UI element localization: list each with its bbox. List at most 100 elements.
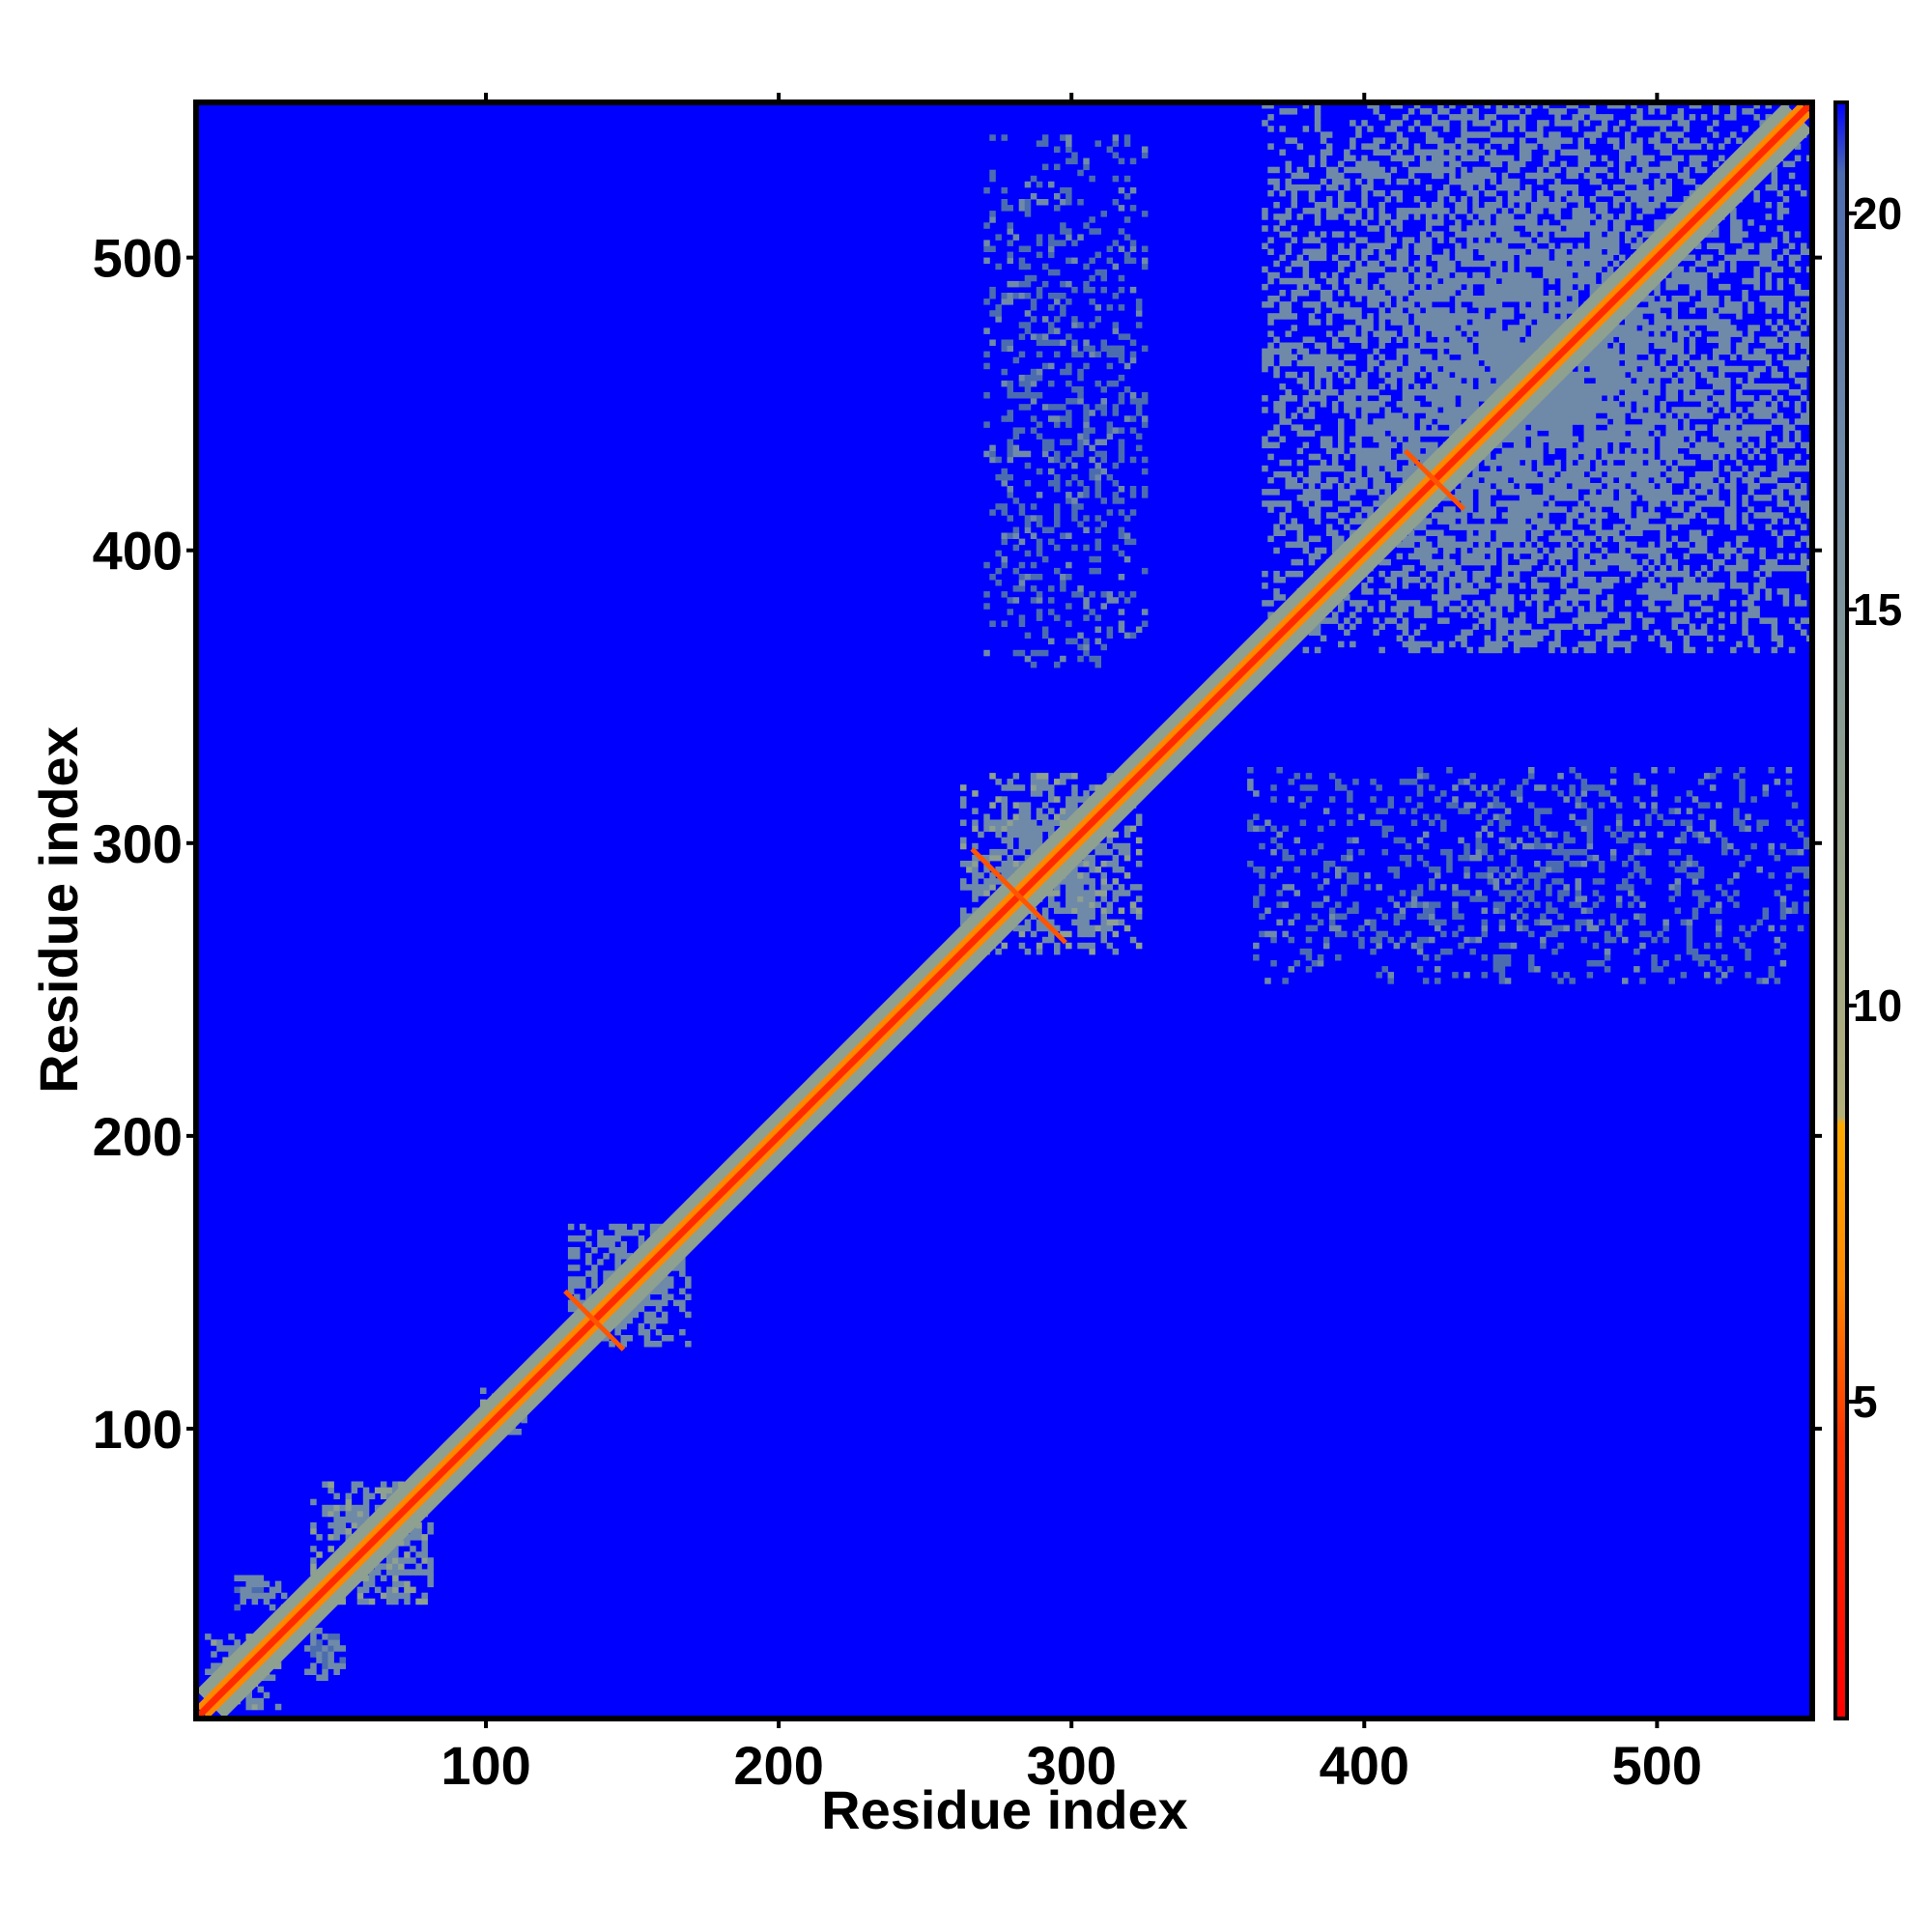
contact-cell — [410, 1557, 416, 1564]
contact-cell — [1405, 854, 1412, 862]
contact-cell — [1686, 936, 1693, 944]
contact-cell — [1413, 553, 1421, 560]
contact-cell — [1338, 483, 1345, 490]
contact-cell — [1425, 296, 1433, 302]
contact-cell — [1396, 371, 1404, 379]
contact-cell — [1106, 427, 1114, 434]
contact-cell — [1449, 330, 1456, 337]
contact-cell — [1094, 901, 1101, 908]
contact-cell — [1507, 547, 1515, 554]
contact-cell — [574, 1235, 581, 1242]
contact-cell — [1721, 890, 1728, 896]
contact-cell — [1018, 574, 1026, 581]
contact-cell — [620, 1341, 627, 1348]
contact-cell — [1525, 131, 1532, 138]
contact-cell — [1501, 137, 1509, 144]
contact-cell — [1299, 802, 1307, 809]
contact-cell — [1680, 819, 1688, 826]
contact-cell — [1410, 901, 1418, 908]
contact-cell — [1586, 854, 1594, 862]
contact-cell — [1425, 640, 1433, 648]
contact-cell — [1437, 600, 1444, 607]
contact-cell — [1344, 476, 1350, 484]
contact-cell — [1458, 913, 1464, 920]
contact-cell — [1484, 348, 1492, 355]
contact-cell — [1413, 401, 1421, 408]
contact-cell — [1463, 867, 1470, 873]
contact-cell — [1094, 351, 1101, 358]
contact-cell — [1495, 524, 1503, 530]
contact-cell — [1106, 591, 1114, 598]
contact-cell — [1598, 784, 1605, 791]
contact-cell — [1466, 102, 1473, 109]
contact-cell — [1308, 155, 1316, 162]
contact-cell — [1331, 208, 1339, 214]
contact-cell — [1419, 313, 1427, 320]
contact-cell — [1495, 102, 1503, 109]
contact-cell — [1478, 301, 1485, 308]
contact-cell — [960, 907, 967, 914]
contact-cell — [1041, 439, 1049, 445]
contact-cell — [1077, 234, 1084, 241]
contact-cell — [1446, 767, 1453, 774]
contact-cell — [1469, 802, 1476, 809]
contact-cell — [1302, 401, 1310, 408]
contact-cell — [972, 825, 979, 833]
contact-cell — [1615, 813, 1623, 820]
contact-cell — [1123, 415, 1131, 422]
contact-cell — [983, 362, 990, 370]
contact-cell — [1745, 854, 1751, 862]
contact-cell — [1007, 867, 1013, 873]
contact-cell — [356, 1521, 364, 1529]
contact-cell — [1007, 532, 1013, 539]
contact-cell — [614, 1328, 621, 1336]
contact-cell — [1513, 453, 1520, 461]
contact-cell — [322, 1481, 328, 1488]
contact-cell — [1007, 280, 1013, 288]
contact-cell — [1510, 854, 1518, 862]
contact-cell — [1390, 359, 1398, 367]
contact-cell — [1296, 558, 1304, 566]
contact-cell — [1405, 796, 1412, 803]
contact-cell — [1094, 515, 1101, 522]
contact-cell — [1516, 884, 1523, 891]
contact-cell — [1507, 524, 1515, 530]
contact-cell — [1302, 290, 1310, 297]
contact-cell — [211, 1668, 217, 1675]
contact-cell — [1531, 342, 1538, 349]
contact-cell — [1054, 316, 1061, 323]
contact-cell — [1262, 582, 1268, 589]
contact-cell — [1432, 430, 1438, 437]
contact-cell — [1531, 629, 1538, 636]
contact-cell — [1490, 465, 1497, 472]
contact-cell — [1490, 553, 1497, 560]
contact-cell — [1495, 611, 1503, 618]
contact-cell — [972, 895, 979, 902]
contact-cell — [1018, 842, 1026, 850]
contact-cell — [1484, 102, 1492, 109]
contact-cell — [1094, 269, 1101, 276]
contact-cell — [1384, 254, 1391, 262]
contact-cell — [1563, 831, 1570, 838]
contact-cell — [1393, 919, 1401, 926]
contact-cell — [1338, 424, 1345, 431]
contact-cell — [1001, 473, 1008, 481]
contact-cell — [1475, 848, 1482, 856]
contact-cell — [1367, 453, 1374, 461]
contact-cell — [1367, 424, 1374, 431]
contact-cell — [1083, 924, 1090, 932]
contact-cell — [1531, 348, 1538, 355]
contact-cell — [1443, 266, 1450, 273]
contact-cell — [1273, 178, 1280, 185]
contact-cell — [1402, 178, 1409, 185]
contact-cell — [1429, 784, 1435, 791]
contact-cell — [1432, 377, 1438, 384]
contact-cell — [1367, 266, 1374, 273]
contact-cell — [1407, 296, 1415, 302]
contact-cell — [1314, 424, 1321, 431]
contact-cell — [1449, 424, 1456, 431]
contact-cell — [333, 1639, 340, 1646]
contact-cell — [1432, 149, 1438, 156]
contact-cell — [1519, 277, 1526, 285]
